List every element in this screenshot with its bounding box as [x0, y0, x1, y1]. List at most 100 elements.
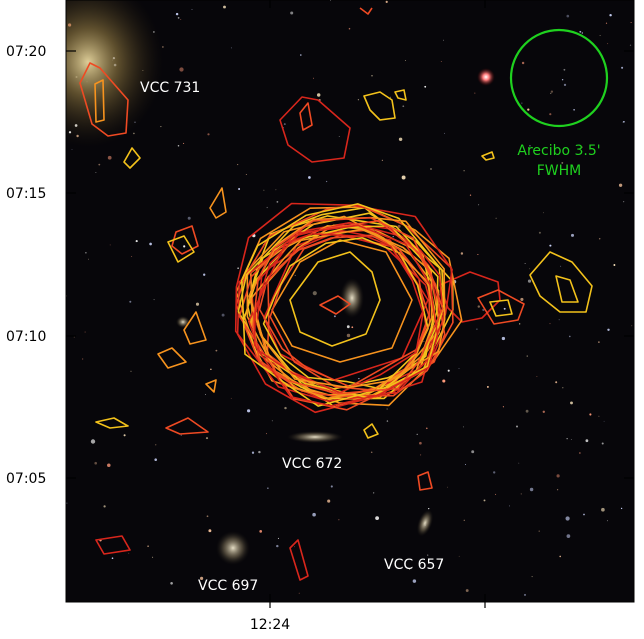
star — [333, 315, 336, 318]
background-stars — [66, 0, 633, 596]
star — [469, 194, 472, 196]
contour — [319, 295, 351, 315]
star — [95, 172, 97, 173]
star — [160, 126, 162, 128]
contour — [79, 62, 129, 137]
beam-label-line1: Arecibo 3.5' — [517, 143, 600, 159]
star — [561, 79, 564, 81]
star — [556, 474, 560, 478]
label-vcc672: VCC 672 — [282, 456, 342, 472]
star — [520, 493, 522, 495]
galaxy-edge-on-image — [287, 431, 343, 443]
star — [338, 519, 340, 521]
contour — [279, 96, 351, 163]
star — [606, 520, 608, 522]
star — [221, 313, 225, 317]
star — [180, 434, 182, 436]
star — [563, 68, 566, 71]
star — [392, 235, 394, 238]
star — [526, 355, 528, 357]
y-tick-label: 07:15 — [6, 186, 46, 202]
ring-contour — [235, 203, 454, 398]
star — [515, 425, 519, 428]
label-vcc731: VCC 731 — [140, 80, 200, 96]
ring-contour — [258, 234, 431, 388]
star — [128, 552, 130, 554]
star — [130, 370, 132, 372]
star — [149, 242, 152, 246]
star — [447, 486, 448, 488]
star — [519, 323, 521, 325]
star — [521, 61, 525, 65]
star — [191, 9, 193, 10]
star — [520, 297, 524, 301]
star — [276, 544, 279, 548]
star — [230, 47, 232, 49]
star — [440, 61, 442, 62]
star — [416, 433, 418, 436]
star — [385, 0, 388, 4]
star — [518, 462, 520, 464]
star — [570, 401, 573, 405]
star — [397, 224, 401, 228]
star — [259, 530, 263, 533]
contour — [359, 7, 373, 15]
star — [562, 387, 564, 389]
contour — [95, 535, 131, 555]
star — [460, 252, 464, 255]
star — [358, 377, 360, 380]
star — [560, 265, 562, 267]
star — [566, 438, 568, 440]
star — [599, 35, 601, 36]
star — [476, 328, 478, 330]
star — [237, 164, 239, 166]
contour — [171, 225, 199, 255]
star — [620, 507, 623, 510]
contour — [289, 539, 309, 581]
star — [238, 188, 241, 190]
star — [389, 96, 391, 98]
star — [131, 256, 133, 257]
star — [277, 537, 279, 539]
contour — [417, 471, 433, 491]
star — [631, 325, 633, 327]
star — [493, 471, 496, 474]
star — [162, 46, 164, 48]
star — [464, 463, 467, 466]
star — [609, 13, 612, 17]
star — [570, 439, 572, 440]
contour — [165, 417, 209, 435]
star — [111, 557, 114, 559]
star — [180, 18, 182, 21]
y-axis — [66, 50, 634, 479]
star — [298, 592, 300, 594]
star — [357, 99, 360, 101]
star — [346, 325, 350, 329]
star — [265, 433, 267, 435]
star — [338, 136, 340, 137]
star — [177, 17, 180, 19]
star — [559, 555, 561, 558]
star — [330, 485, 333, 488]
star — [623, 201, 625, 203]
star — [215, 349, 218, 352]
hi-contours — [79, 7, 593, 581]
ring-contour — [253, 224, 439, 407]
star — [463, 519, 465, 521]
contour — [555, 275, 579, 303]
contour — [489, 299, 513, 317]
y-tick-label: 07:05 — [6, 471, 46, 487]
star — [444, 132, 445, 134]
star — [398, 137, 403, 142]
star — [570, 233, 575, 237]
star — [581, 32, 583, 34]
star — [313, 77, 314, 79]
star — [290, 11, 294, 15]
star — [386, 420, 389, 422]
arecibo-beam-circle — [509, 28, 609, 128]
star — [502, 406, 504, 408]
star — [294, 546, 295, 548]
star — [258, 450, 261, 454]
y-tick-label: 07:20 — [6, 44, 46, 60]
star — [154, 458, 157, 461]
